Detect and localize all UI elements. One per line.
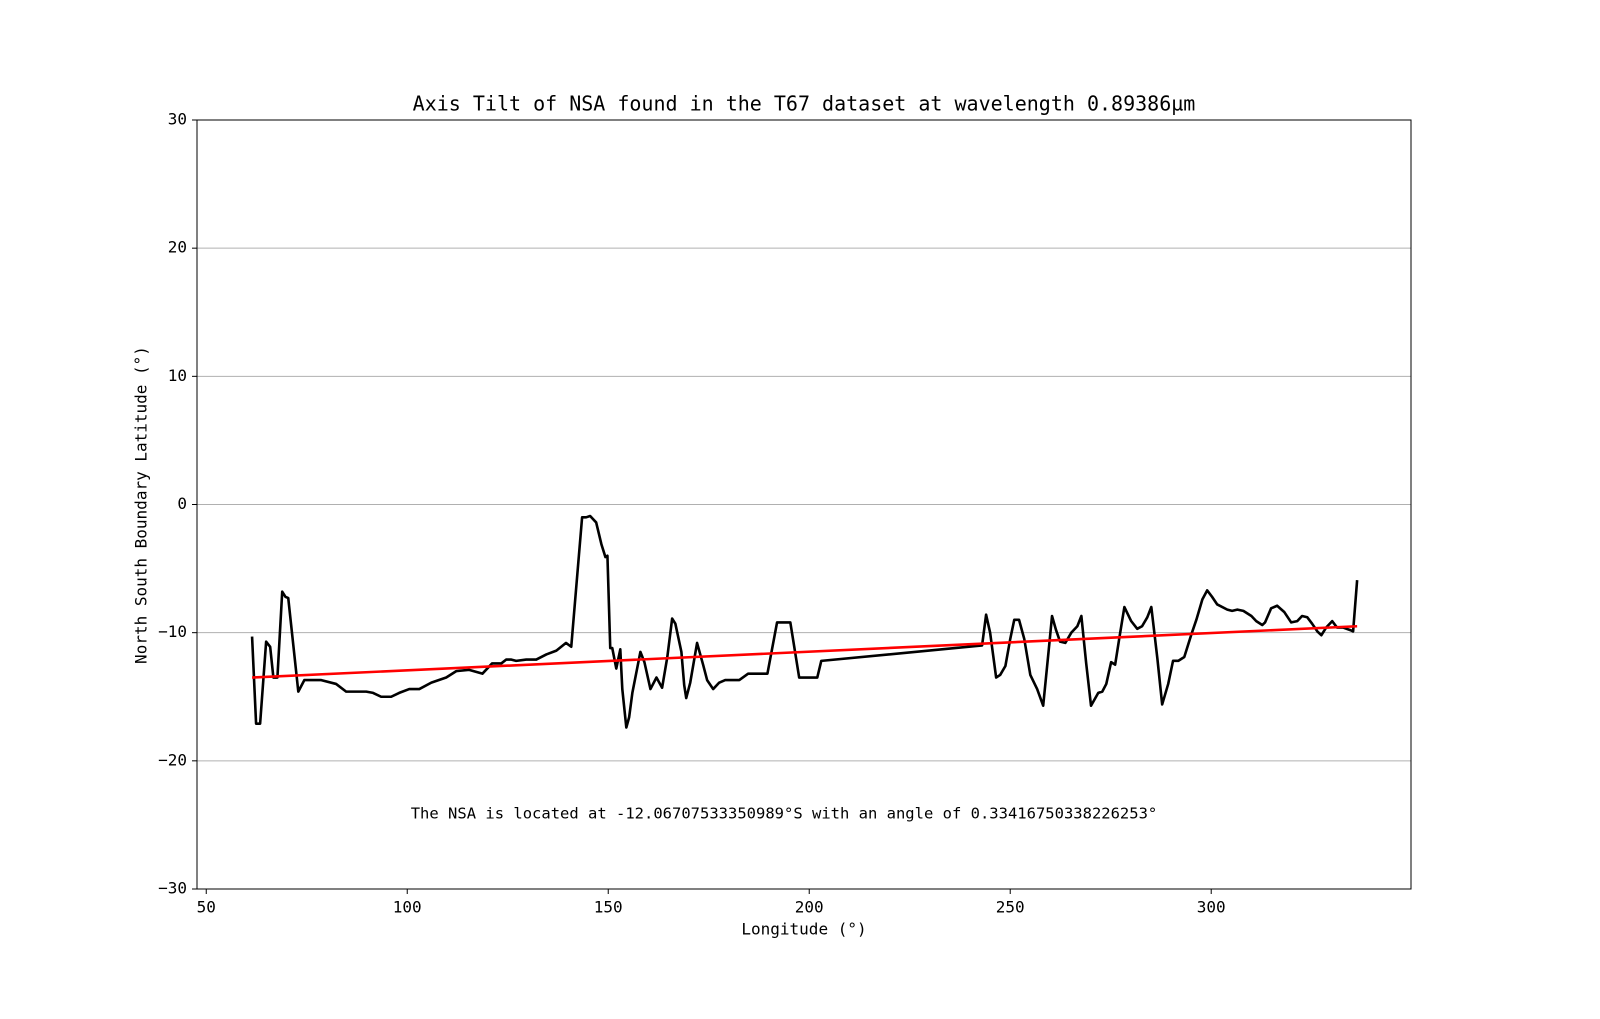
annotation: The NSA is located at -12.06707533350989… — [411, 805, 1158, 823]
chart-title: Axis Tilt of NSA found in the T67 datase… — [413, 92, 1196, 116]
data-line — [252, 624, 1358, 679]
x-axis-label: Longitude (°) — [741, 920, 866, 939]
y-axis-label: North South Boundary Latitude (°) — [132, 346, 151, 664]
x-tick-label: 100 — [393, 898, 422, 917]
x-tick-label: 50 — [197, 898, 216, 917]
y-tick-label: 10 — [168, 366, 187, 385]
y-tick-label: −30 — [158, 879, 187, 898]
y-tick-label: 30 — [168, 110, 187, 129]
x-tick-label: 200 — [795, 898, 824, 917]
data-line — [250, 514, 1359, 729]
y-tick-label: −10 — [158, 622, 187, 641]
y-tick-label: 20 — [168, 238, 187, 257]
x-tick-label: 300 — [1197, 898, 1226, 917]
y-tick-label: 0 — [177, 494, 187, 513]
x-tick-label: 150 — [594, 898, 623, 917]
x-tick-label: 250 — [996, 898, 1025, 917]
y-tick-label: −20 — [158, 750, 187, 769]
plot-frame — [196, 119, 1412, 890]
